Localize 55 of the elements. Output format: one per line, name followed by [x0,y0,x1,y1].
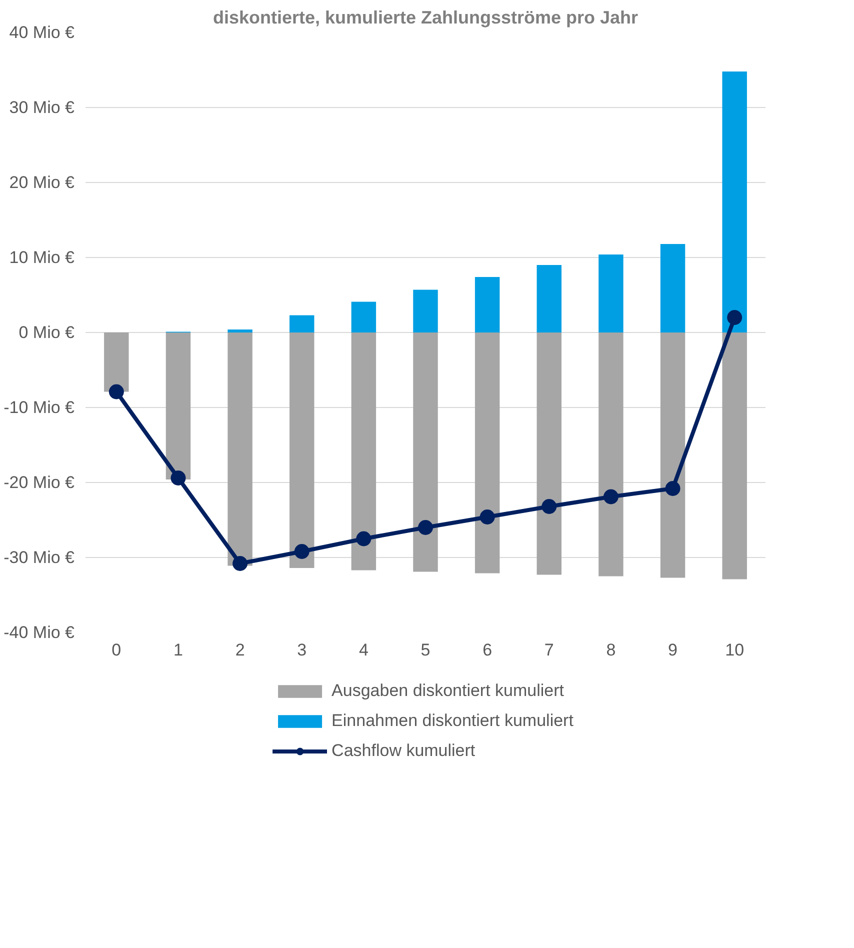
point [603,489,618,504]
x-tick-label: 6 [482,640,492,660]
bar [660,332,686,578]
point [294,544,310,559]
point [356,531,372,546]
y-tick-label: 40 Mio € [9,23,76,42]
bar [413,332,438,572]
bar [228,330,252,332]
point [108,384,124,400]
bar [474,332,500,574]
bar [166,332,191,480]
legend-label: Cashflow kumuliert [332,740,476,760]
bar [290,332,314,568]
x-tick-label: 9 [668,640,678,660]
y-tick-label: 20 Mio € [9,173,76,192]
y-tick-label: -40 Mio € [4,623,76,642]
bar [536,332,562,575]
point [727,310,742,325]
bar [474,277,500,332]
x-tick-label: 4 [358,640,368,660]
bar [598,332,624,576]
bar [598,254,624,332]
x-tick-label: 3 [297,640,307,660]
bar [228,332,252,566]
point [480,510,495,524]
bar [722,72,747,332]
bar [104,332,129,392]
bar [722,332,747,580]
y-tick-label: 30 Mio € [9,98,76,117]
chart-title: diskontierte, kumulierte Zahlungsströme pro Jahr [212,8,638,28]
bar [290,315,314,332]
legend-label: Einnahmen diskontiert kumuliert [332,710,574,730]
y-tick-label: -10 Mio € [4,398,76,417]
x-tick-label: 8 [606,640,616,660]
x-tick-label: 7 [544,640,554,660]
x-tick-label: 10 [725,640,744,660]
point [232,556,248,571]
point [665,481,680,496]
bar [536,265,562,332]
bar [413,290,438,332]
bar [660,244,686,332]
legend-label: Ausgaben diskontiert kumuliert [332,680,564,700]
y-tick-label: -30 Mio € [4,548,76,567]
y-tick-label: 10 Mio € [9,248,76,267]
y-tick-label: 0 Mio € [18,323,76,342]
x-tick-label: 5 [420,640,430,660]
point [542,499,557,514]
point [418,520,433,535]
point [170,470,186,486]
x-tick-label: 0 [112,640,122,660]
y-tick-label: -20 Mio € [4,473,76,492]
x-tick-label: 1 [174,640,183,660]
bar [351,332,376,570]
bar [351,302,376,332]
x-tick-label: 2 [235,640,245,660]
